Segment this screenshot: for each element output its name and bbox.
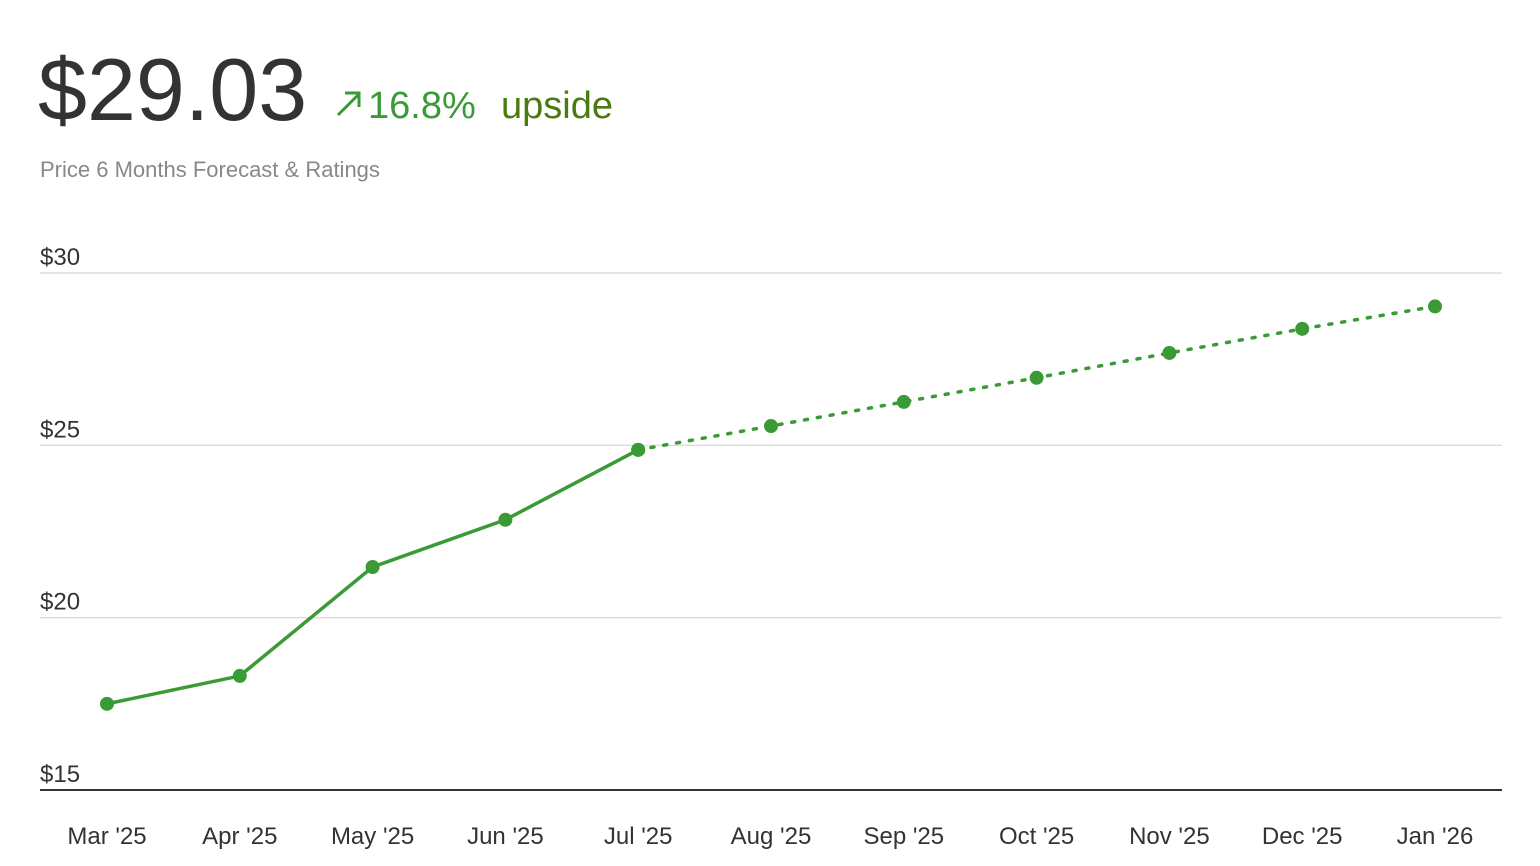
x-tick-label: Jun '25	[467, 823, 544, 850]
price: $29.03	[38, 40, 307, 139]
change-label: upside	[501, 85, 613, 127]
x-tick-label: Sep '25	[863, 823, 944, 850]
series-line	[106, 448, 640, 706]
data-point	[764, 419, 778, 434]
x-tick-label: Mar '25	[67, 823, 146, 850]
x-tick-label: Nov '25	[1129, 823, 1210, 850]
data-point	[631, 442, 646, 457]
x-tick-label: Aug '25	[731, 823, 812, 850]
data-point	[232, 668, 247, 683]
subtitle: Price 6 Months Forecast & Ratings	[40, 157, 380, 182]
x-tick-label: Oct '25	[999, 823, 1074, 850]
y-tick-label: $30	[40, 244, 80, 271]
data-point	[365, 560, 380, 575]
x-tick-label: Jul '25	[604, 823, 673, 850]
up-arrow	[336, 91, 361, 117]
data-point	[498, 512, 513, 527]
data-point	[100, 696, 114, 711]
x-tick-label: May '25	[331, 823, 414, 850]
x-tick-label: Jan '26	[1397, 823, 1474, 850]
data-point	[1295, 321, 1310, 336]
y-tick-label: $25	[40, 416, 80, 443]
data-point	[896, 394, 911, 409]
change: 16.8%	[368, 85, 476, 127]
data-point	[1162, 345, 1177, 360]
y-tick-label: $15	[40, 761, 80, 788]
data-point	[1428, 299, 1442, 314]
y-tick-label: $20	[40, 589, 80, 616]
x-tick-label: Dec '25	[1262, 823, 1343, 850]
x-tick-label: Apr '25	[202, 823, 277, 850]
data-point	[1029, 370, 1044, 385]
